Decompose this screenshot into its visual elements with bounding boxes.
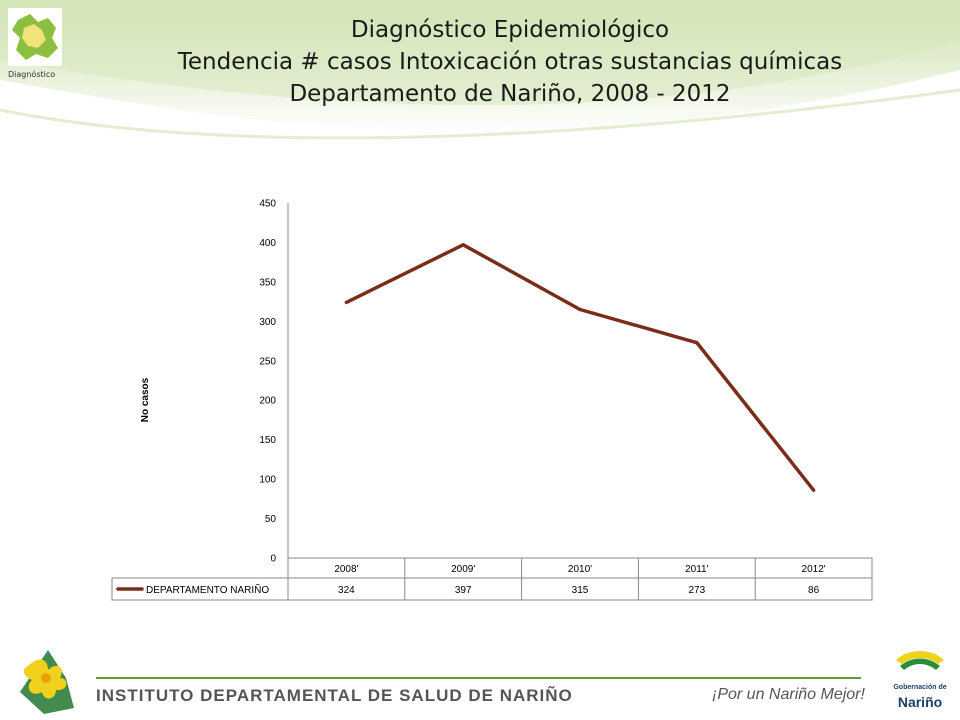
narino-map-logo: [8, 8, 62, 66]
data-point: [695, 341, 699, 345]
data-label: 273: [688, 585, 705, 596]
y-tick-label: 0: [270, 554, 276, 565]
x-tick-label: 2010': [568, 564, 592, 575]
instituto-flower-logo: [20, 650, 74, 714]
logo-caption: Diagnóstico: [8, 70, 56, 79]
y-tick-label: 50: [265, 514, 277, 525]
data-label: 315: [572, 585, 589, 596]
gobernacion-logo: [896, 651, 944, 670]
data-point: [461, 243, 465, 247]
series-group: [344, 243, 816, 492]
title-line-1: Diagnóstico Epidemiológico: [350, 17, 670, 43]
y-tick-label: 100: [259, 475, 276, 486]
x-tick-label: 2012': [802, 564, 826, 575]
footer-organization: INSTITUTO DEPARTAMENTAL DE SALUD DE NARI…: [96, 686, 573, 705]
x-tick-label: 2008': [334, 564, 358, 575]
y-tick-label: 200: [259, 396, 276, 407]
legend-label: DEPARTAMENTO NARIÑO: [146, 583, 269, 596]
x-tick-label: 2011': [685, 564, 709, 575]
footer-slogan: ¡Por un Nariño Mejor!: [712, 686, 865, 703]
data-label: 324: [338, 585, 355, 596]
data-point: [344, 300, 348, 304]
gobernacion-label: Gobernación de: [893, 684, 947, 691]
footer-divider: [96, 677, 861, 679]
y-tick-label: 450: [259, 199, 276, 210]
y-tick-labels: 0 50 100 150 200 250 300 350 400 450: [259, 199, 276, 565]
y-axis-label: No casos: [140, 377, 151, 422]
title-line-3: Departamento de Nariño, 2008 - 2012: [289, 81, 731, 107]
data-table: 2008' 2009' 2010' 2011' 2012' DEPARTAMENTO NA…: [111, 557, 873, 601]
x-tick-label: 2009': [451, 564, 475, 575]
data-point: [812, 488, 816, 492]
data-point: [578, 308, 582, 311]
table-value-row: [111, 577, 873, 601]
page-title: Diagnóstico Epidemiológico Tendencia # c…: [80, 14, 940, 110]
y-tick-label: 150: [259, 435, 276, 446]
data-label: 86: [808, 585, 820, 596]
y-tick-label: 300: [259, 317, 276, 328]
series-line: [344, 243, 816, 492]
data-label: 397: [455, 585, 472, 596]
title-line-2: Tendencia # casos Intoxicación otras sus…: [177, 49, 843, 75]
y-tick-label: 350: [259, 277, 276, 288]
y-tick-label: 250: [259, 356, 276, 367]
gobernacion-name: Nariño: [897, 694, 943, 710]
y-tick-label: 400: [259, 238, 276, 249]
header-background-waves: [0, 0, 960, 140]
